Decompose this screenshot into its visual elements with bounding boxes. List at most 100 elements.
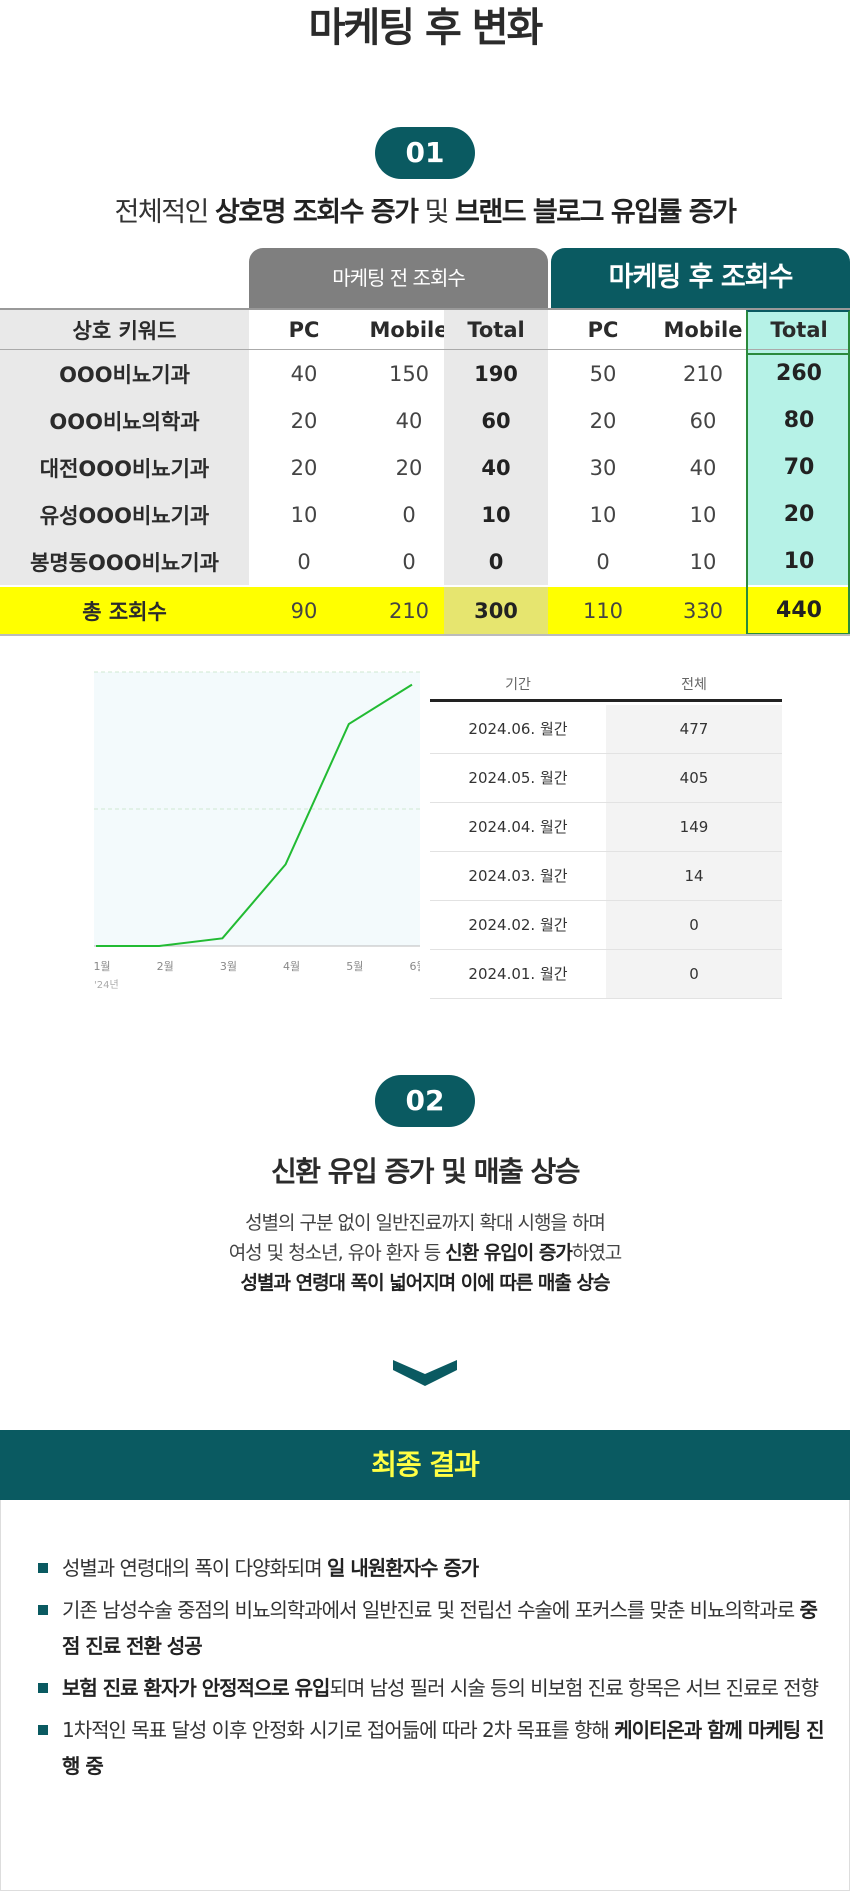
subtitle-text: 전체적인 <box>114 197 215 228</box>
description-line: 성별과 연령대 폭이 넓어지며 이에 따른 매출 상승 <box>0 1268 850 1298</box>
section-number-badge: 01 <box>375 127 475 179</box>
period-row: 2024.03. 월간 14 <box>430 852 782 901</box>
period-date: 2024.06. 월간 <box>430 705 606 753</box>
value-cell: 20 <box>290 408 318 433</box>
header-all: 전체 <box>681 677 707 693</box>
x-tick-label: 1월 <box>93 960 110 973</box>
header-total: Total <box>444 310 548 349</box>
subtitle-text: 및 <box>417 197 456 228</box>
x-tick-label: 2월 <box>157 960 174 973</box>
item-bold: 케이티온과 함께 마케팅 진행 중 <box>62 1718 824 1778</box>
value-cell: 30 <box>589 455 617 480</box>
total-cell: 300 <box>444 587 548 634</box>
period-value: 149 <box>606 803 782 851</box>
list-item: 기존 남성수술 중점의 비뇨의학과에서 일반진료 및 전립선 수술에 포커스를 … <box>36 1592 826 1664</box>
description-line: 성별의 구분 없이 일반진료까지 확대 시행을 하며 <box>245 1212 606 1234</box>
table-row: OOO비뇨의학과 20 40 60 20 60 80 <box>0 397 850 444</box>
section-title: 신환 유입 증가 및 매출 상승 <box>270 1155 581 1188</box>
series-line <box>96 683 413 947</box>
header-mobile: Mobile <box>663 317 743 342</box>
period-date: 2024.02. 월간 <box>430 901 606 949</box>
header-mobile: Mobile <box>369 317 449 342</box>
value-cell: 20 <box>290 455 318 480</box>
keyword-cell: 봉명동OOO비뇨기과 <box>0 538 249 585</box>
value-cell: 10 <box>689 502 717 527</box>
item-bold: 일 내원환자수 증가 <box>327 1556 479 1580</box>
list-item: 성별과 연령대의 폭이 다양화되며 일 내원환자수 증가 <box>36 1550 826 1586</box>
description-bold: 성별과 연령대 폭이 넓어지며 이에 따른 매출 상승 <box>240 1272 611 1294</box>
section-subtitle: 전체적인 상호명 조회수 증가 및 브랜드 블로그 유입률 증가 <box>0 190 850 229</box>
total-cell: 60 <box>444 397 548 444</box>
x-tick-label: 5월 <box>346 960 363 973</box>
value-cell: 40 <box>689 455 717 480</box>
list-item: 1차적인 목표 달성 이후 안정화 시기로 접어듦에 따라 2차 목표를 향해 … <box>36 1712 826 1784</box>
period-row: 2024.06. 월간 477 <box>430 705 782 754</box>
value-cell: 210 <box>682 361 724 386</box>
after-marketing-header: 마케팅 후 조회수 <box>551 248 850 308</box>
period-date: 2024.04. 월간 <box>430 803 606 851</box>
x-tick-label: 3월 <box>220 960 237 973</box>
subtitle-bold: 상호명 조회수 증가 <box>214 197 419 228</box>
description-text: 여성 및 청소년, 유아 환자 등 <box>228 1242 446 1264</box>
period-date: 2024.05. 월간 <box>430 754 606 802</box>
value-cell: 20 <box>589 408 617 433</box>
list-item: 보험 진료 환자가 안정적으로 유입되며 남성 필러 시술 등의 비보험 진료 … <box>36 1670 826 1706</box>
value-cell: 0 <box>596 549 610 574</box>
table-divider <box>0 634 850 636</box>
page-title: 마케팅 후 변화 <box>308 5 544 51</box>
description-line: 여성 및 청소년, 유아 환자 등 신환 유입이 증가하였고 <box>0 1238 850 1268</box>
period-row: 2024.04. 월간 149 <box>430 803 782 852</box>
keyword-cell: OOO비뇨의학과 <box>0 397 249 444</box>
before-marketing-header: 마케팅 전 조회수 <box>249 248 548 308</box>
total-cell: 190 <box>444 350 548 397</box>
final-result-banner: 최종 결과 <box>0 1430 850 1500</box>
header-total: Total <box>748 310 850 349</box>
total-cell: 10 <box>444 491 548 538</box>
table-row: 유성OOO비뇨기과 10 0 10 10 10 20 <box>0 491 850 538</box>
table-header-row: 상호 키워드 PC Mobile Total PC Mobile Total <box>0 308 850 350</box>
item-bold: 중점 진료 전환 성공 <box>62 1598 818 1658</box>
total-label: 총 조회수 <box>0 587 249 634</box>
value-cell: 10 <box>589 502 617 527</box>
value-cell: 40 <box>290 361 318 386</box>
keyword-cell: 유성OOO비뇨기과 <box>0 491 249 538</box>
header-keyword: 상호 키워드 <box>0 310 249 349</box>
description-text: 하였고 <box>571 1242 622 1264</box>
value-cell: 0 <box>402 549 416 574</box>
item-text: 성별과 연령대의 폭이 다양화되며 <box>62 1556 328 1580</box>
total-cell: 40 <box>444 444 548 491</box>
value-cell: 20 <box>395 455 423 480</box>
section-description: 성별의 구분 없이 일반진료까지 확대 시행을 하며 여성 및 청소년, 유아 … <box>0 1208 850 1298</box>
x-tick-label: 4월 <box>283 960 300 973</box>
table-total-row: 총 조회수 90 210 300 110 330 440 <box>0 587 850 634</box>
period-value: 477 <box>606 705 782 753</box>
keyword-cell: 대전OOO비뇨기과 <box>0 444 249 491</box>
period-value: 0 <box>606 950 782 998</box>
total-cell: 80 <box>748 397 850 444</box>
item-text: 기존 남성수술 중점의 비뇨의학과에서 일반진료 및 전립선 수술에 포커스를 … <box>62 1598 800 1622</box>
value-cell: 210 <box>359 587 459 634</box>
value-cell: 40 <box>395 408 423 433</box>
value-cell: 90 <box>249 587 359 634</box>
value-cell: 10 <box>290 502 318 527</box>
table-row: 봉명동OOO비뇨기과 0 0 0 0 10 10 <box>0 538 850 585</box>
period-date: 2024.03. 월간 <box>430 852 606 900</box>
chart-svg: 1월 2월 3월 4월 5월 6월 '24년 <box>93 671 420 991</box>
item-text: 되며 남성 필러 시술 등의 비보험 진료 항목은 서브 진료로 전향 <box>329 1676 819 1700</box>
period-value: 14 <box>606 852 782 900</box>
value-cell: 0 <box>402 502 416 527</box>
x-year-label: '24년 <box>94 979 119 991</box>
period-row: 2024.05. 월간 405 <box>430 754 782 803</box>
value-cell: 330 <box>658 587 748 634</box>
section-number-badge: 02 <box>375 1075 475 1127</box>
total-cell: 70 <box>748 444 850 491</box>
period-value: 0 <box>606 901 782 949</box>
item-bold: 보험 진료 환자가 안정적으로 유입 <box>62 1676 330 1700</box>
total-cell: 440 <box>748 587 850 634</box>
table-row: OOO비뇨기과 40 150 190 50 210 260 <box>0 350 850 397</box>
total-cell: 260 <box>748 350 850 397</box>
value-cell: 60 <box>689 408 717 433</box>
total-cell: 10 <box>748 538 850 585</box>
result-list: 성별과 연령대의 폭이 다양화되며 일 내원환자수 증가 기존 남성수술 중점의… <box>36 1550 826 1790</box>
x-tick-label: 6월 <box>409 960 420 973</box>
